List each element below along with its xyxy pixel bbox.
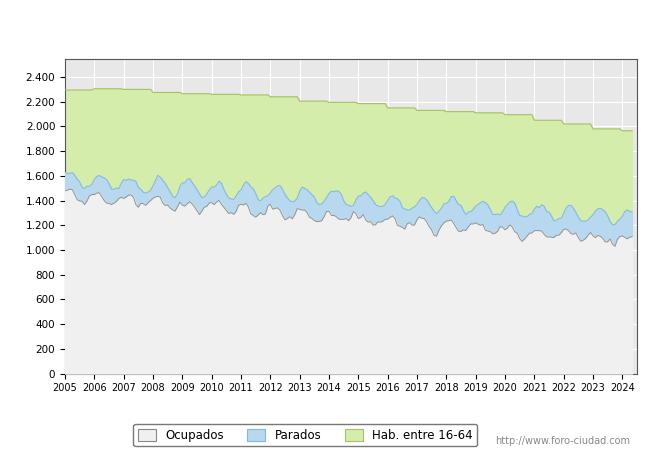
Text: Espejo - Evolucion de la poblacion en edad de Trabajar Mayo de 2024: Espejo - Evolucion de la poblacion en ed… [93, 17, 557, 30]
Legend: Ocupados, Parados, Hab. entre 16-64: Ocupados, Parados, Hab. entre 16-64 [133, 424, 477, 446]
Text: http://www.foro-ciudad.com: http://www.foro-ciudad.com [495, 436, 630, 446]
